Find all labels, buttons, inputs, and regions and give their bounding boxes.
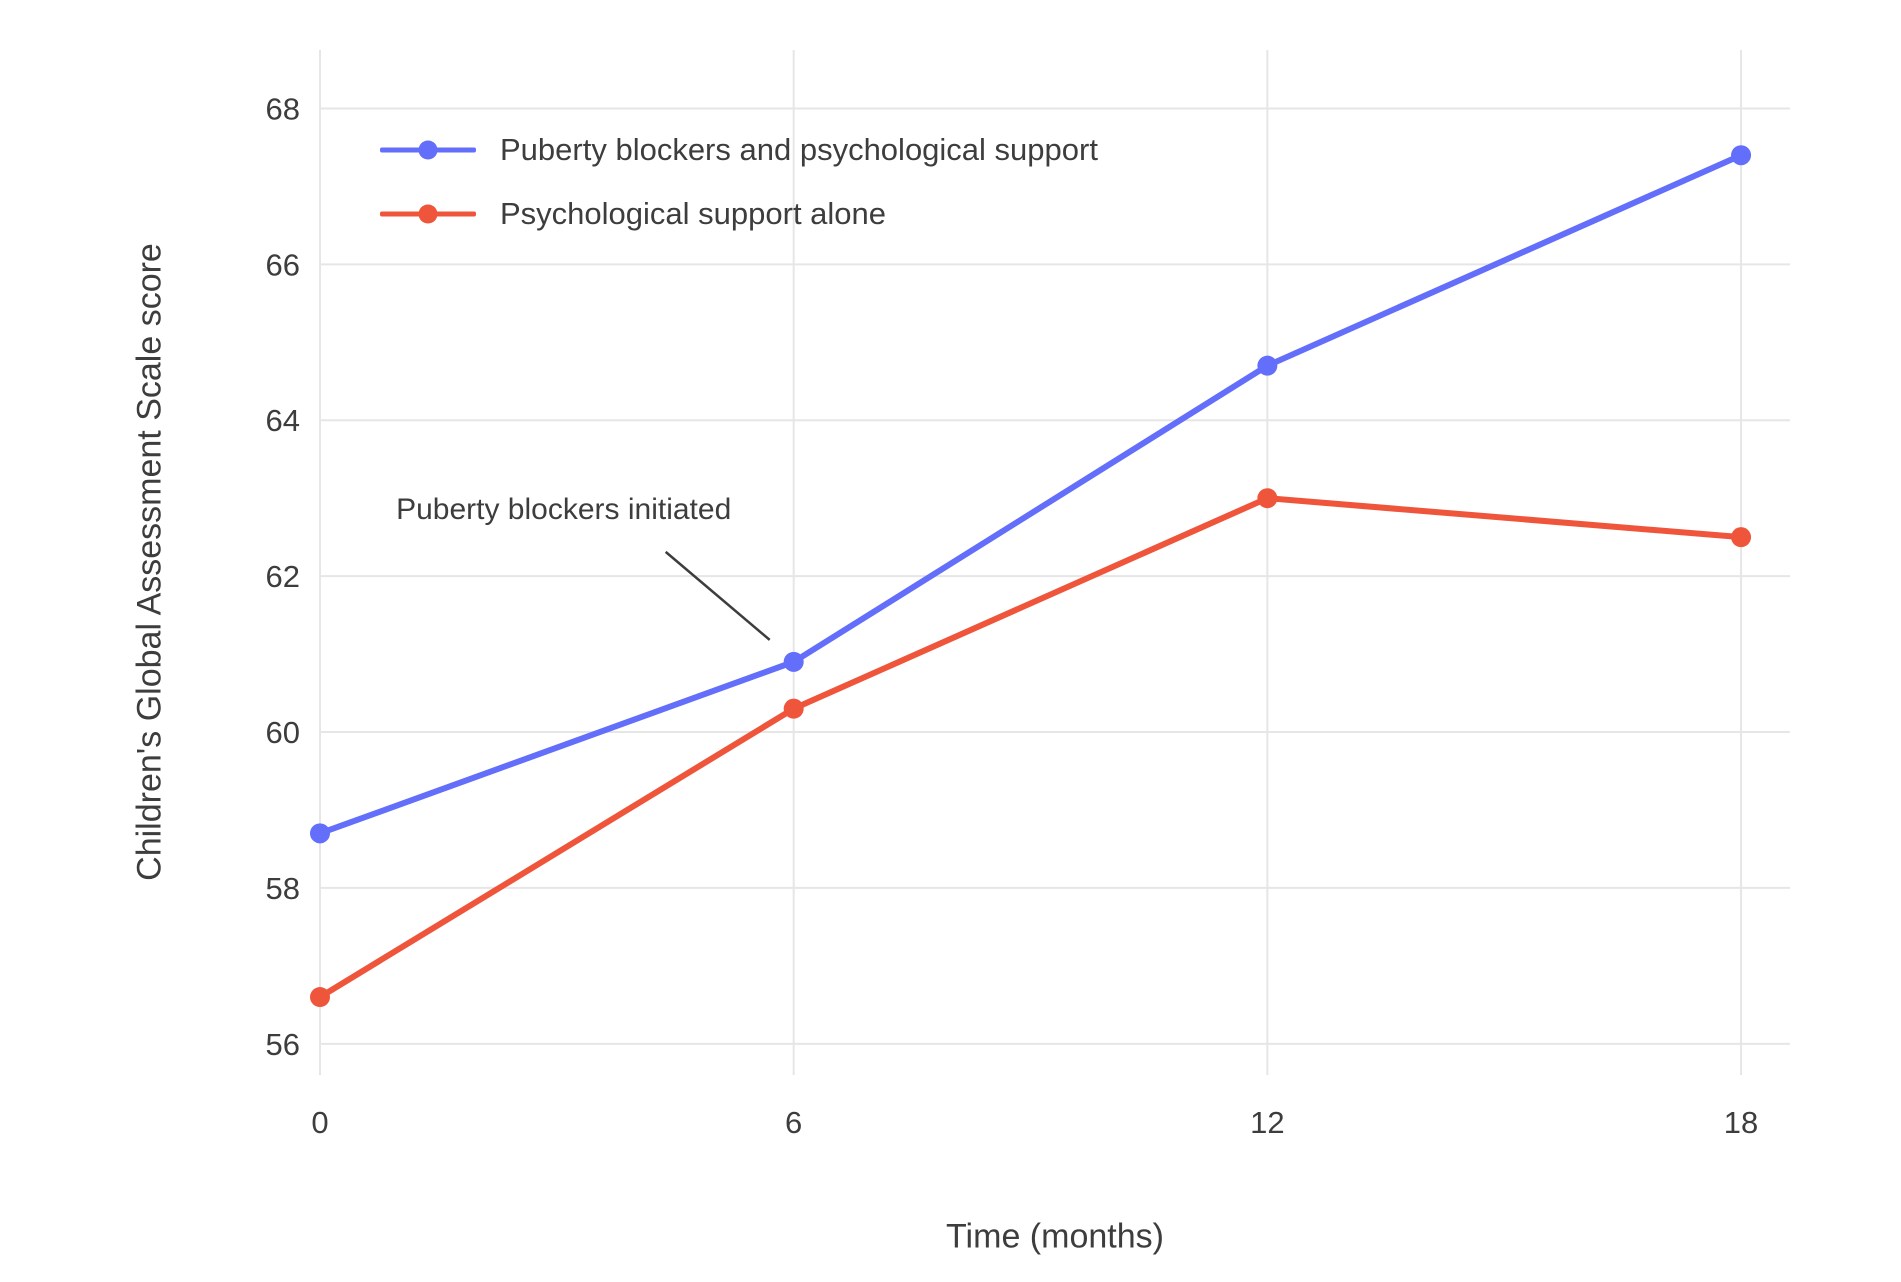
y-tick-label: 68 (266, 91, 300, 126)
x-tick-label: 18 (1724, 1105, 1758, 1140)
data-point (1731, 527, 1752, 548)
x-tick-label: 12 (1250, 1105, 1284, 1140)
y-tick-label: 60 (266, 715, 300, 750)
gridlines (319, 50, 1790, 1075)
legend-item-blockers[interactable]: Puberty blockers and psychological suppo… (380, 118, 1098, 182)
x-tick-label: 6 (785, 1105, 802, 1140)
y-tick-label: 64 (266, 403, 300, 438)
legend-dot-icon (418, 204, 438, 224)
data-point (783, 651, 804, 672)
y-tick-label: 56 (266, 1027, 300, 1062)
data-point (783, 698, 804, 719)
legend-swatch-psych-alone (380, 204, 476, 224)
annotation-text: Puberty blockers initiated (396, 492, 732, 526)
legend-dot-icon (418, 140, 438, 160)
legend-swatch-blockers (380, 140, 476, 160)
data-point (1731, 145, 1752, 166)
data-point (1257, 355, 1278, 376)
y-tick-label: 58 (266, 871, 300, 906)
x-tick-label: 0 (311, 1105, 328, 1140)
data-point (1257, 488, 1278, 509)
annotation-connector-line (664, 550, 771, 641)
series-line-1 (317, 495, 1745, 1001)
data-point (310, 823, 330, 844)
series-line-0 (317, 152, 1745, 837)
x-axis-title: Time (months) (946, 1217, 1164, 1256)
legend-item-psych-alone[interactable]: Psychological support alone (380, 182, 1098, 246)
y-tick-label: 66 (266, 247, 300, 282)
y-tick-label: 62 (266, 559, 300, 594)
y-axis-title: Children's Global Assessment Scale score (130, 243, 169, 881)
legend: Puberty blockers and psychological suppo… (380, 118, 1098, 246)
legend-label-blockers: Puberty blockers and psychological suppo… (500, 132, 1098, 167)
tick-labels: 56 58 60 62 64 66 68 0 6 12 18 (266, 91, 1759, 1140)
legend-label-psych-alone: Psychological support alone (500, 196, 887, 231)
data-point (310, 987, 330, 1008)
